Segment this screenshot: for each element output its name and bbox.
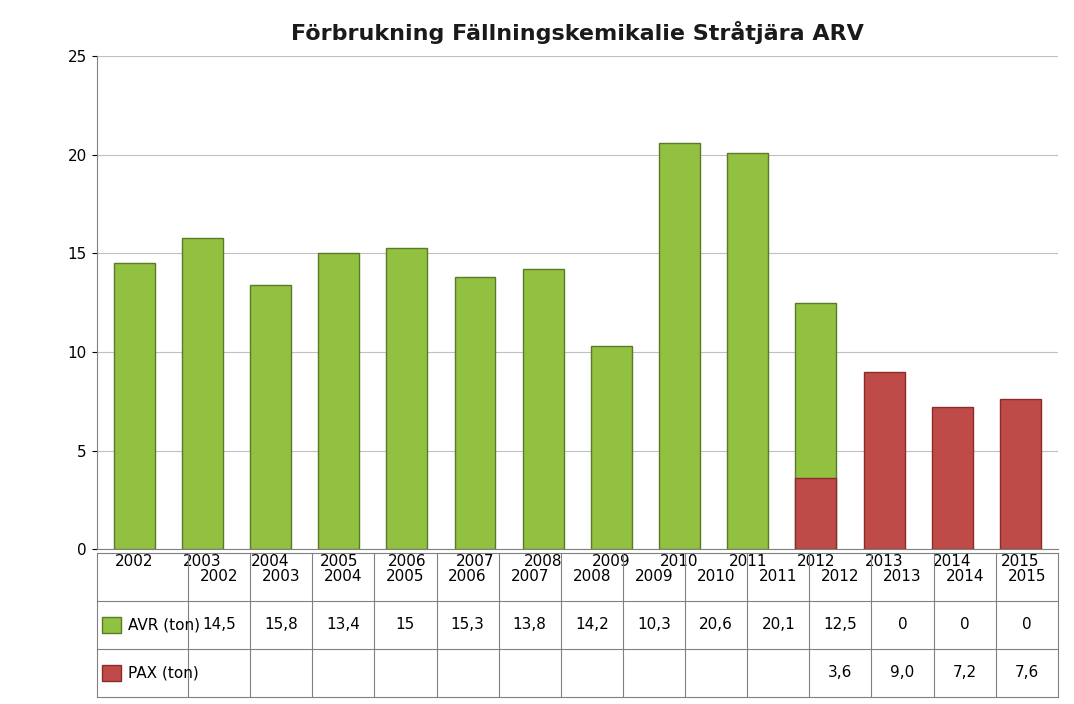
Bar bbox=[1000, 399, 1041, 549]
Text: 0: 0 bbox=[1022, 617, 1032, 632]
Text: 2013: 2013 bbox=[883, 570, 921, 584]
Text: 2006: 2006 bbox=[448, 570, 487, 584]
Text: 2015: 2015 bbox=[1007, 570, 1046, 584]
Text: 9,0: 9,0 bbox=[890, 665, 915, 680]
Text: 2007: 2007 bbox=[510, 570, 549, 584]
Text: 14,5: 14,5 bbox=[202, 617, 236, 632]
Text: 15,3: 15,3 bbox=[451, 617, 484, 632]
Text: 2010: 2010 bbox=[697, 570, 736, 584]
Text: 2012: 2012 bbox=[822, 570, 859, 584]
Bar bbox=[863, 372, 904, 549]
Bar bbox=[659, 143, 700, 549]
Text: 13,4: 13,4 bbox=[326, 617, 360, 632]
Text: 12,5: 12,5 bbox=[824, 617, 857, 632]
Bar bbox=[523, 269, 564, 549]
Text: 7,6: 7,6 bbox=[1015, 665, 1039, 680]
Bar bbox=[932, 407, 973, 549]
Text: 20,1: 20,1 bbox=[761, 617, 795, 632]
Bar bbox=[387, 248, 427, 549]
Text: 2009: 2009 bbox=[635, 570, 673, 584]
Text: 0: 0 bbox=[960, 617, 970, 632]
Bar bbox=[727, 153, 768, 549]
Title: Förbrukning Fällningskemikalie Stråtjära ARV: Förbrukning Fällningskemikalie Stråtjära… bbox=[291, 20, 863, 44]
Text: 2003: 2003 bbox=[262, 570, 301, 584]
Bar bbox=[182, 238, 222, 549]
Text: 13,8: 13,8 bbox=[512, 617, 547, 632]
Text: 2014: 2014 bbox=[945, 570, 984, 584]
Text: 10,3: 10,3 bbox=[637, 617, 671, 632]
Text: 3,6: 3,6 bbox=[828, 665, 853, 680]
Bar bbox=[454, 277, 495, 549]
Bar bbox=[1000, 548, 1041, 549]
Bar bbox=[932, 548, 973, 549]
Text: 20,6: 20,6 bbox=[699, 617, 734, 632]
Text: 2011: 2011 bbox=[759, 570, 798, 584]
Text: 2008: 2008 bbox=[572, 570, 611, 584]
Text: 2004: 2004 bbox=[324, 570, 363, 584]
Text: PAX (ton): PAX (ton) bbox=[128, 665, 199, 680]
Bar bbox=[796, 303, 837, 549]
Bar bbox=[796, 478, 837, 549]
Text: 0: 0 bbox=[898, 617, 908, 632]
Text: 2005: 2005 bbox=[387, 570, 424, 584]
Text: 14,2: 14,2 bbox=[575, 617, 609, 632]
Text: 15,8: 15,8 bbox=[264, 617, 297, 632]
Bar bbox=[591, 346, 632, 549]
Bar bbox=[250, 285, 291, 549]
Text: 15: 15 bbox=[396, 617, 415, 632]
Text: AVR (ton): AVR (ton) bbox=[128, 617, 200, 632]
Bar bbox=[114, 263, 155, 549]
Text: 7,2: 7,2 bbox=[953, 665, 976, 680]
Bar bbox=[863, 548, 904, 549]
Bar bbox=[318, 253, 359, 549]
Text: 2002: 2002 bbox=[200, 570, 238, 584]
